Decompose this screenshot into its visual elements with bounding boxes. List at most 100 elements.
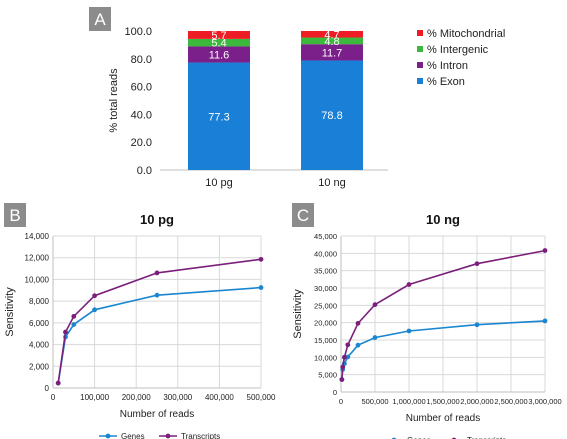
y-tick-label: 45,000 [314,232,337,241]
panel-b-label: B [9,206,20,225]
y-tick-label: 10,000 [25,275,50,284]
panel-b-label-box [4,203,26,227]
legend-swatch-intergenic [417,46,423,52]
bar-data-label: 78.8 [321,110,342,122]
x-tick-label: 100,000 [80,393,109,402]
bar-data-label: 4.8 [324,36,339,48]
x-tick-label: 10 ng [318,177,346,189]
x-tick-label: 0 [51,393,56,402]
legend-label: Transcripts [181,432,220,439]
y-tick-label: 4,000 [29,341,50,350]
legend-label: Genes [407,436,431,439]
bar-segment-intron [188,46,250,63]
chart-title: 10 pg [140,212,174,227]
data-point-transcripts [340,364,346,370]
data-point-genes [71,322,77,327]
data-point-transcripts [542,248,548,253]
data-point-transcripts [63,329,68,335]
y-tick-label: 80.0 [131,54,152,66]
line-chart-10ng: 10 ng 0 5,000 10,000 15,000 20,000 25,000 30,00… [292,212,562,439]
bar-data-label: 11.6 [209,49,230,61]
data-point-transcripts [339,377,345,382]
x-tick-label: 1,500,000 [426,397,459,406]
y-tick-label: 12,000 [25,254,50,263]
legend-marker-genes [105,433,111,439]
data-point-transcripts [372,302,378,308]
x-tick-label: 500,000 [247,393,276,402]
data-point-genes [154,292,160,298]
y-tick-label: 40.0 [131,109,152,121]
x-axis-label: Number of reads [120,409,194,420]
y-tick-label: 30,000 [314,284,337,293]
bar-segment-mitochondrial [301,31,363,38]
y-tick-label: 20,000 [314,319,337,328]
x-tick-label: 400,000 [205,393,234,402]
line-chart-10pg: 10 pg 0 2,000 4,000 6,000 8,000 10,000 12,000 14… [4,212,276,439]
y-tick-label: 0 [333,388,337,397]
y-tick-label: 6,000 [29,319,50,328]
data-point-transcripts [92,293,97,299]
data-point-transcripts [258,256,264,262]
data-point-transcripts [55,380,61,386]
data-point-genes [355,342,361,348]
data-point-transcripts [154,270,160,276]
x-tick-label: 500,000 [361,397,388,406]
data-point-genes [258,285,264,290]
x-tick-label: 300,000 [163,393,192,402]
bar-segment-intergenic [301,37,363,45]
y-tick-label: 8,000 [29,297,50,306]
chart-title: 10 ng [426,212,460,227]
data-point-transcripts [406,282,412,287]
y-tick-label: 60.0 [131,82,152,94]
panel-a: A 0.0 20.0 40.0 60.0 80.0 100.0 % total reads 7… [89,7,505,189]
panel-c-label-box [292,203,314,227]
y-tick-label: 5,000 [318,371,337,380]
y-tick-label: 0 [45,384,50,393]
legend-swatch-intron [417,62,423,68]
data-point-transcripts [345,342,351,348]
y-tick-label: 15,000 [314,336,337,345]
panel-c: C 10 ng 0 5,000 10,000 15,000 20,000 25,000 30,… [292,203,562,439]
y-tick-label: 14,000 [25,232,50,241]
y-axis-label: % total reads [108,68,120,133]
bar-segment-intergenic [188,38,250,47]
bar-segment-intron [301,44,363,61]
data-point-genes [542,318,548,324]
y-tick-label: 100.0 [124,26,152,38]
data-point-transcripts [71,313,77,319]
y-tick-label: 25,000 [314,301,337,310]
x-tick-label: 1,000,000 [392,397,425,406]
y-tick-label: 0.0 [137,165,152,177]
legend-swatch-exon [417,78,423,84]
data-point-genes [406,328,412,334]
x-tick-label: 2,000,000 [460,397,493,406]
bar-segment-exon [188,62,250,170]
y-tick-label: 35,000 [314,267,337,276]
data-point-transcripts [474,261,480,267]
x-tick-label: 10 pg [205,177,233,189]
y-axis-label: Sensitivity [292,289,304,339]
bar-data-label: 77.3 [208,111,229,123]
bar-data-label: 11.7 [322,47,343,59]
series-line-transcripts [57,258,262,384]
y-tick-label: 2,000 [29,362,50,371]
y-tick-label: 10,000 [314,353,337,362]
legend-label: % Intron [427,60,468,72]
legend-marker-transcripts [165,433,171,439]
panel-b: B 10 pg 0 2,000 4,000 6,000 8,000 10,000 12,000… [4,203,276,439]
x-tick-label: 200,000 [122,393,151,402]
x-tick-label: 2,500,000 [494,397,527,406]
bar-data-label: 5.7 [211,30,226,42]
data-point-transcripts [355,320,361,326]
data-point-genes [92,307,97,313]
legend-label: Transcripts [467,436,506,439]
x-tick-label: 3,000,000 [528,397,561,406]
y-tick-label: 20.0 [131,137,152,149]
legend-label: % Exon [427,76,465,88]
y-axis-label: Sensitivity [4,287,16,337]
legend-label: Genes [121,432,145,439]
data-point-genes [372,335,378,340]
stacked-bar-chart: 0.0 20.0 40.0 60.0 80.0 100.0 % total reads 77.… [108,26,505,189]
bar-segment-mitochondrial [188,31,250,39]
